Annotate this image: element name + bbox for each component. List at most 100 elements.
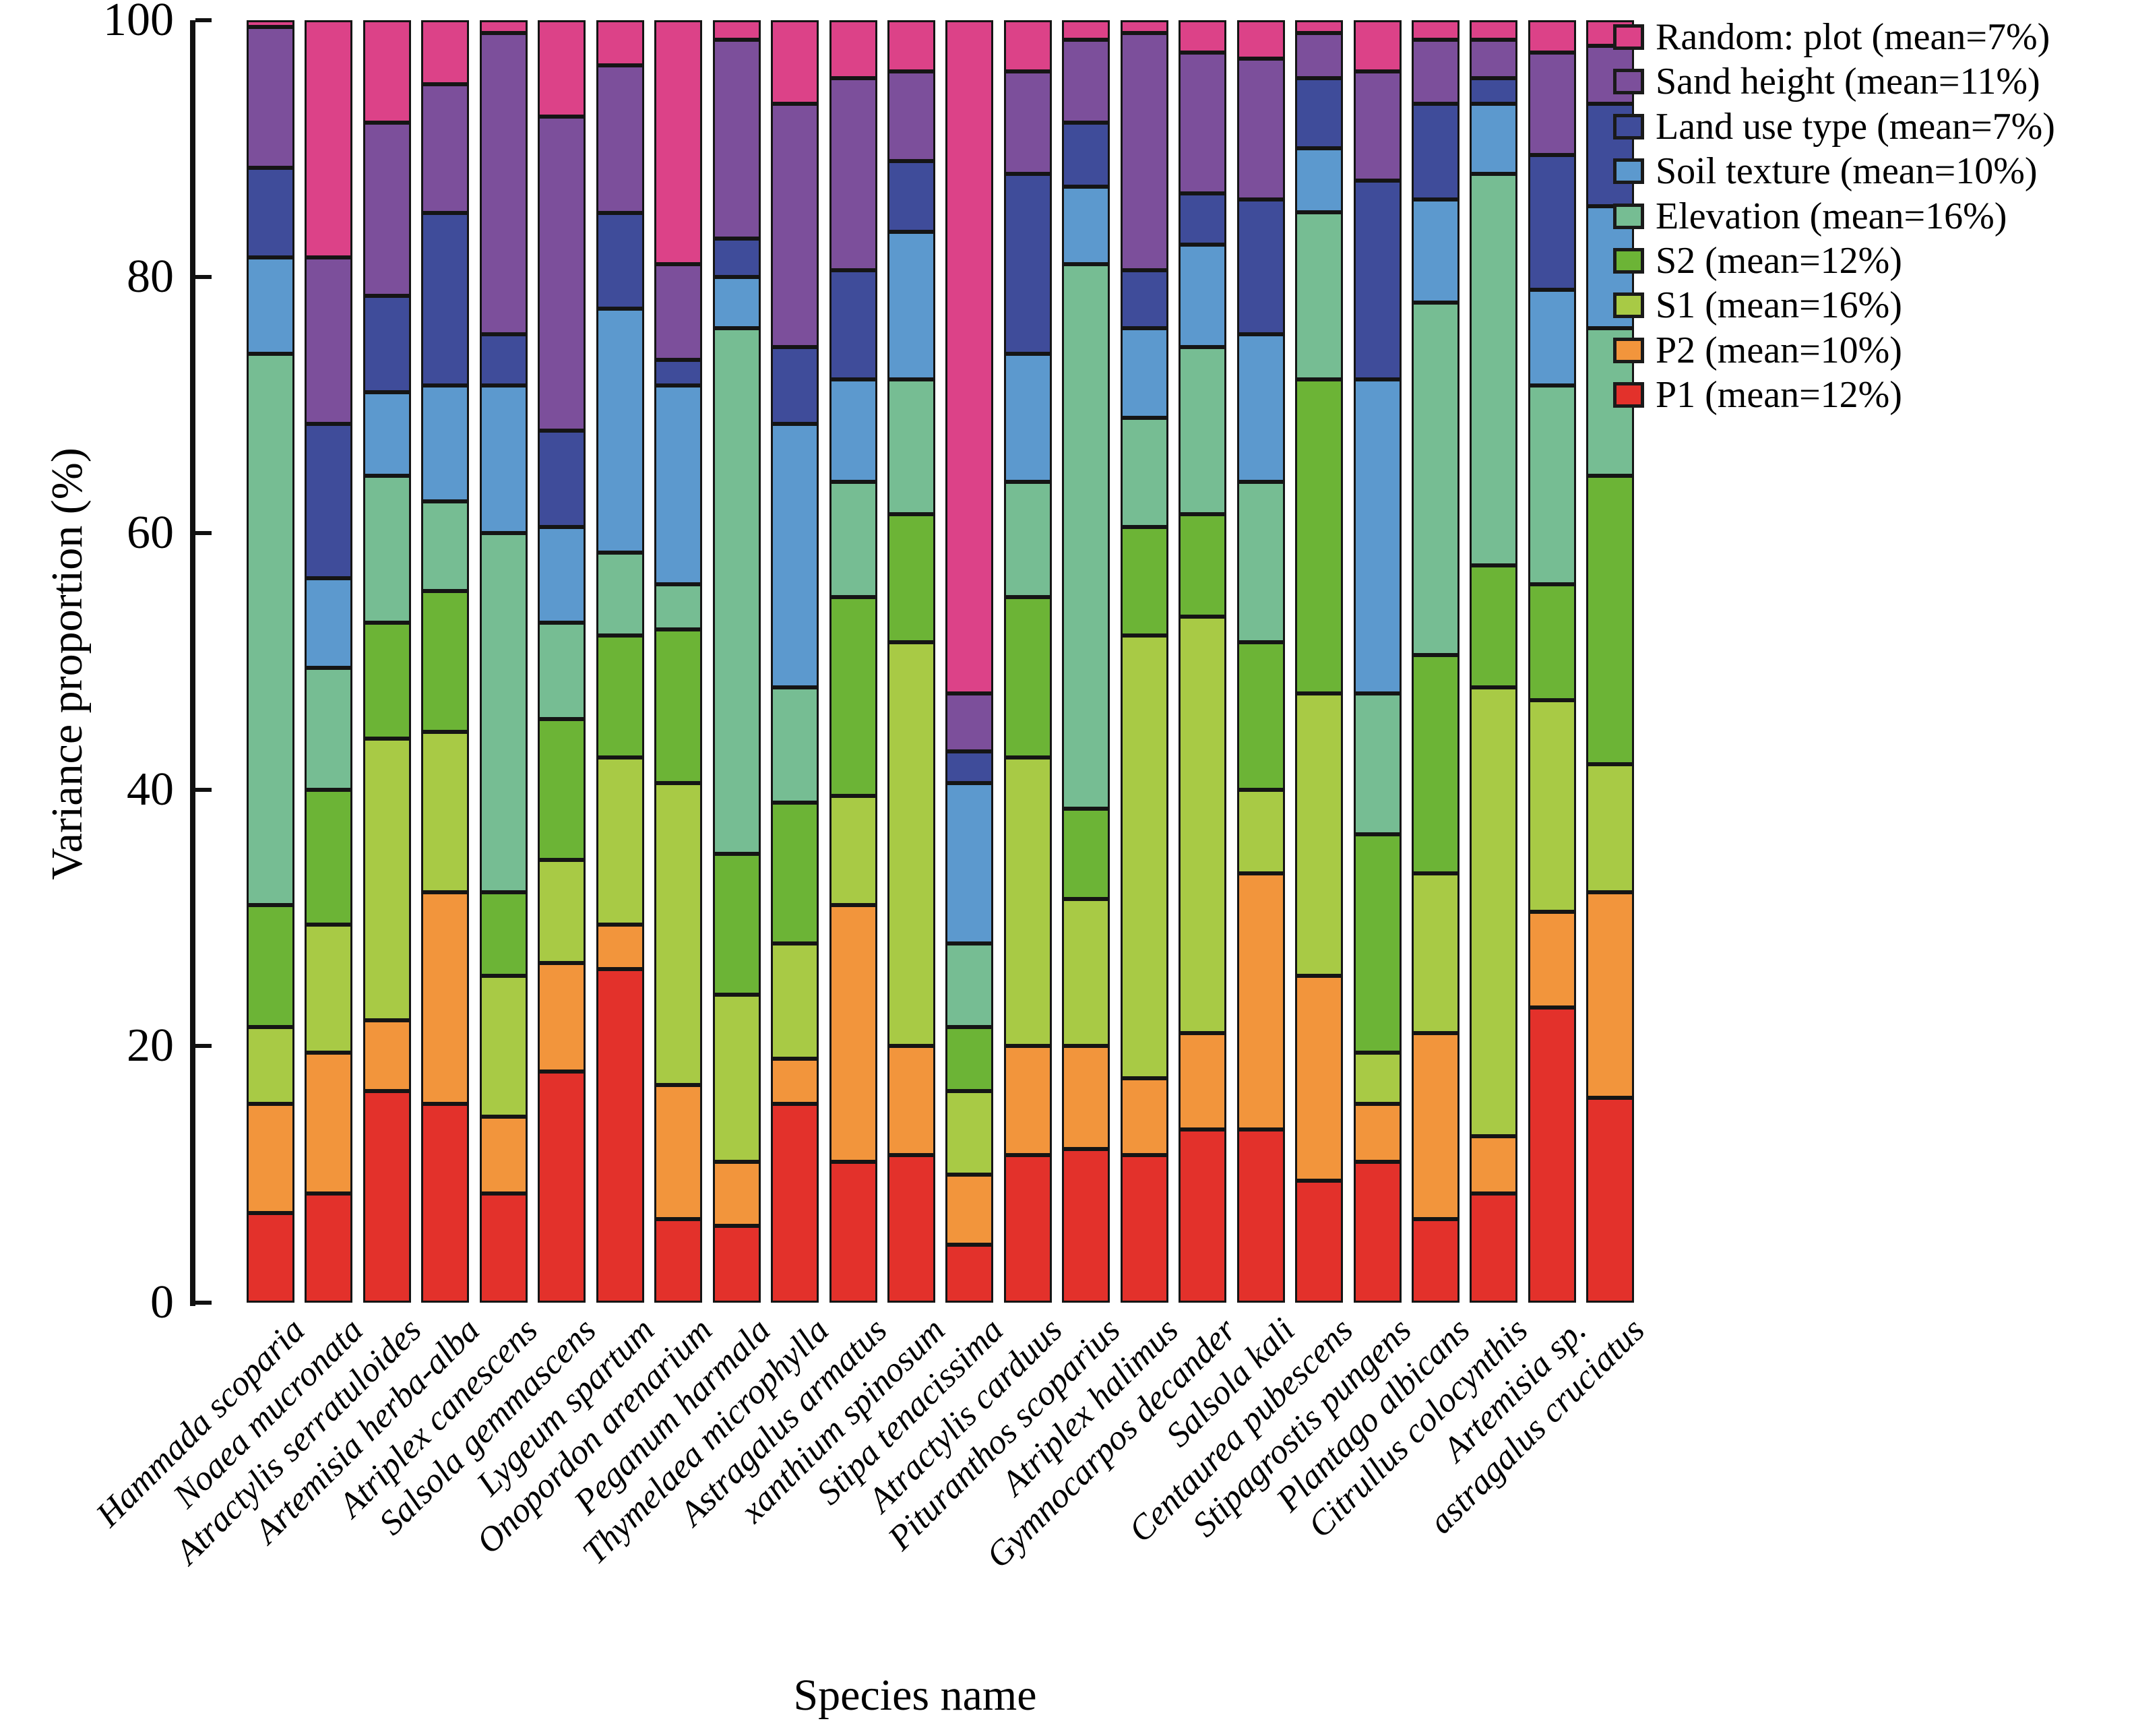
legend-label: S1 (mean=16%) [1656,284,1902,327]
bar-segment [1528,154,1576,290]
bar-segment [1120,417,1168,527]
bar-segment [654,264,703,361]
bar-segment [538,860,586,963]
bar-segment [829,20,877,78]
bar-segment [1353,71,1402,181]
bar-segment [712,1161,761,1226]
bar-segment [1179,347,1227,514]
bar-segment [247,1104,294,1213]
bar-segment [1120,1155,1168,1303]
bar-column-4 [421,20,470,1303]
bar-segment [305,668,353,790]
bar-segment [712,238,761,277]
bar-segment [1236,1129,1285,1303]
bar-segment [771,1104,819,1303]
bar-segment [1586,1097,1635,1303]
bar-column-18 [1236,20,1285,1303]
bar-segment [1003,71,1052,175]
legend-label: Elevation (mean=16%) [1656,195,2007,237]
bar-segment [1179,20,1227,53]
bar-segment [1412,199,1460,303]
bar-segment [771,103,819,348]
bar-segment [363,1091,411,1303]
bar-segment [538,526,586,623]
bar-segment [771,347,819,425]
bar-segment [596,924,644,970]
bar-segment [1236,20,1285,59]
bar-segment [1003,482,1052,598]
bar-segment [1528,385,1576,585]
bar-segment [305,20,353,258]
bar-column-16 [1120,20,1168,1303]
bar-segment [654,385,703,585]
legend-label: Sand height (mean=11%) [1656,61,2040,103]
bar-column-13 [945,20,994,1303]
bar-column-23 [1528,20,1576,1303]
bar-column-21 [1412,20,1460,1303]
legend-label: S2 (mean=12%) [1656,240,1902,282]
bar-segment [479,892,528,976]
bar-segment [654,783,703,1085]
bar-segment [1236,873,1285,1130]
legend-swatch-icon [1613,69,1644,95]
bar-segment [1353,834,1402,1053]
legend-item: S2 (mean=12%) [1613,240,1902,282]
bar-segment [887,379,935,514]
bar-column-10 [771,20,819,1303]
y-tick-label: 80 [127,250,174,303]
bar-segment [479,20,528,34]
legend-item: Random: plot (mean=7%) [1613,16,2050,58]
bar-segment [1003,20,1052,72]
y-tick [195,531,212,536]
bar-segment [421,20,470,85]
y-tick-label: 100 [103,0,174,46]
bar-segment [1470,20,1518,40]
bar-segment [1179,52,1227,193]
legend-label: P1 (mean=12%) [1656,374,1902,416]
legend-item: S1 (mean=16%) [1613,284,1902,326]
bar-segment [305,924,353,1053]
bar-segment [1412,39,1460,104]
bar-segment [1412,20,1460,40]
bar-segment [1470,1136,1518,1194]
bar-column-11 [829,20,877,1303]
bar-segment [1295,693,1344,976]
bar-segment [1295,148,1344,213]
bar-segment [596,212,644,309]
bar-segment [712,1225,761,1303]
bar-segment [538,1072,586,1303]
bar-segment [247,1026,294,1105]
bar-segment [712,328,761,854]
bar-segment [1179,193,1227,245]
bar-segment [305,1194,353,1303]
bar-segment [887,161,935,232]
bar-segment [829,597,877,797]
y-tick-label: 60 [127,507,174,559]
bar-segment [654,629,703,784]
bar-segment [1120,636,1168,1078]
bar-segment [1179,616,1227,1034]
bar-segment [421,590,470,733]
bar-segment [1179,1033,1227,1130]
legend-item: Land use type (mean=7%) [1613,106,2055,148]
bar-segment [1586,892,1635,1098]
bar-segment [1236,789,1285,873]
bar-segment [421,732,470,893]
bar-segment [1470,1194,1518,1303]
bar-segment [479,385,528,534]
bar-segment [1295,379,1344,694]
y-tick-label: 20 [127,1020,174,1072]
bar-segment [1236,59,1285,200]
legend-swatch-icon [1613,292,1644,319]
legend-item: Soil texture (mean=10%) [1613,150,2038,192]
bar-segment [1586,475,1635,764]
bar-segment [771,687,819,803]
bar-segment [421,212,470,386]
bar-segment [1412,302,1460,656]
bar-column-19 [1295,20,1344,1303]
bar-segment [1295,975,1344,1181]
y-tick [195,787,212,792]
bar-segment [363,123,411,297]
bar-segment [1353,693,1402,835]
